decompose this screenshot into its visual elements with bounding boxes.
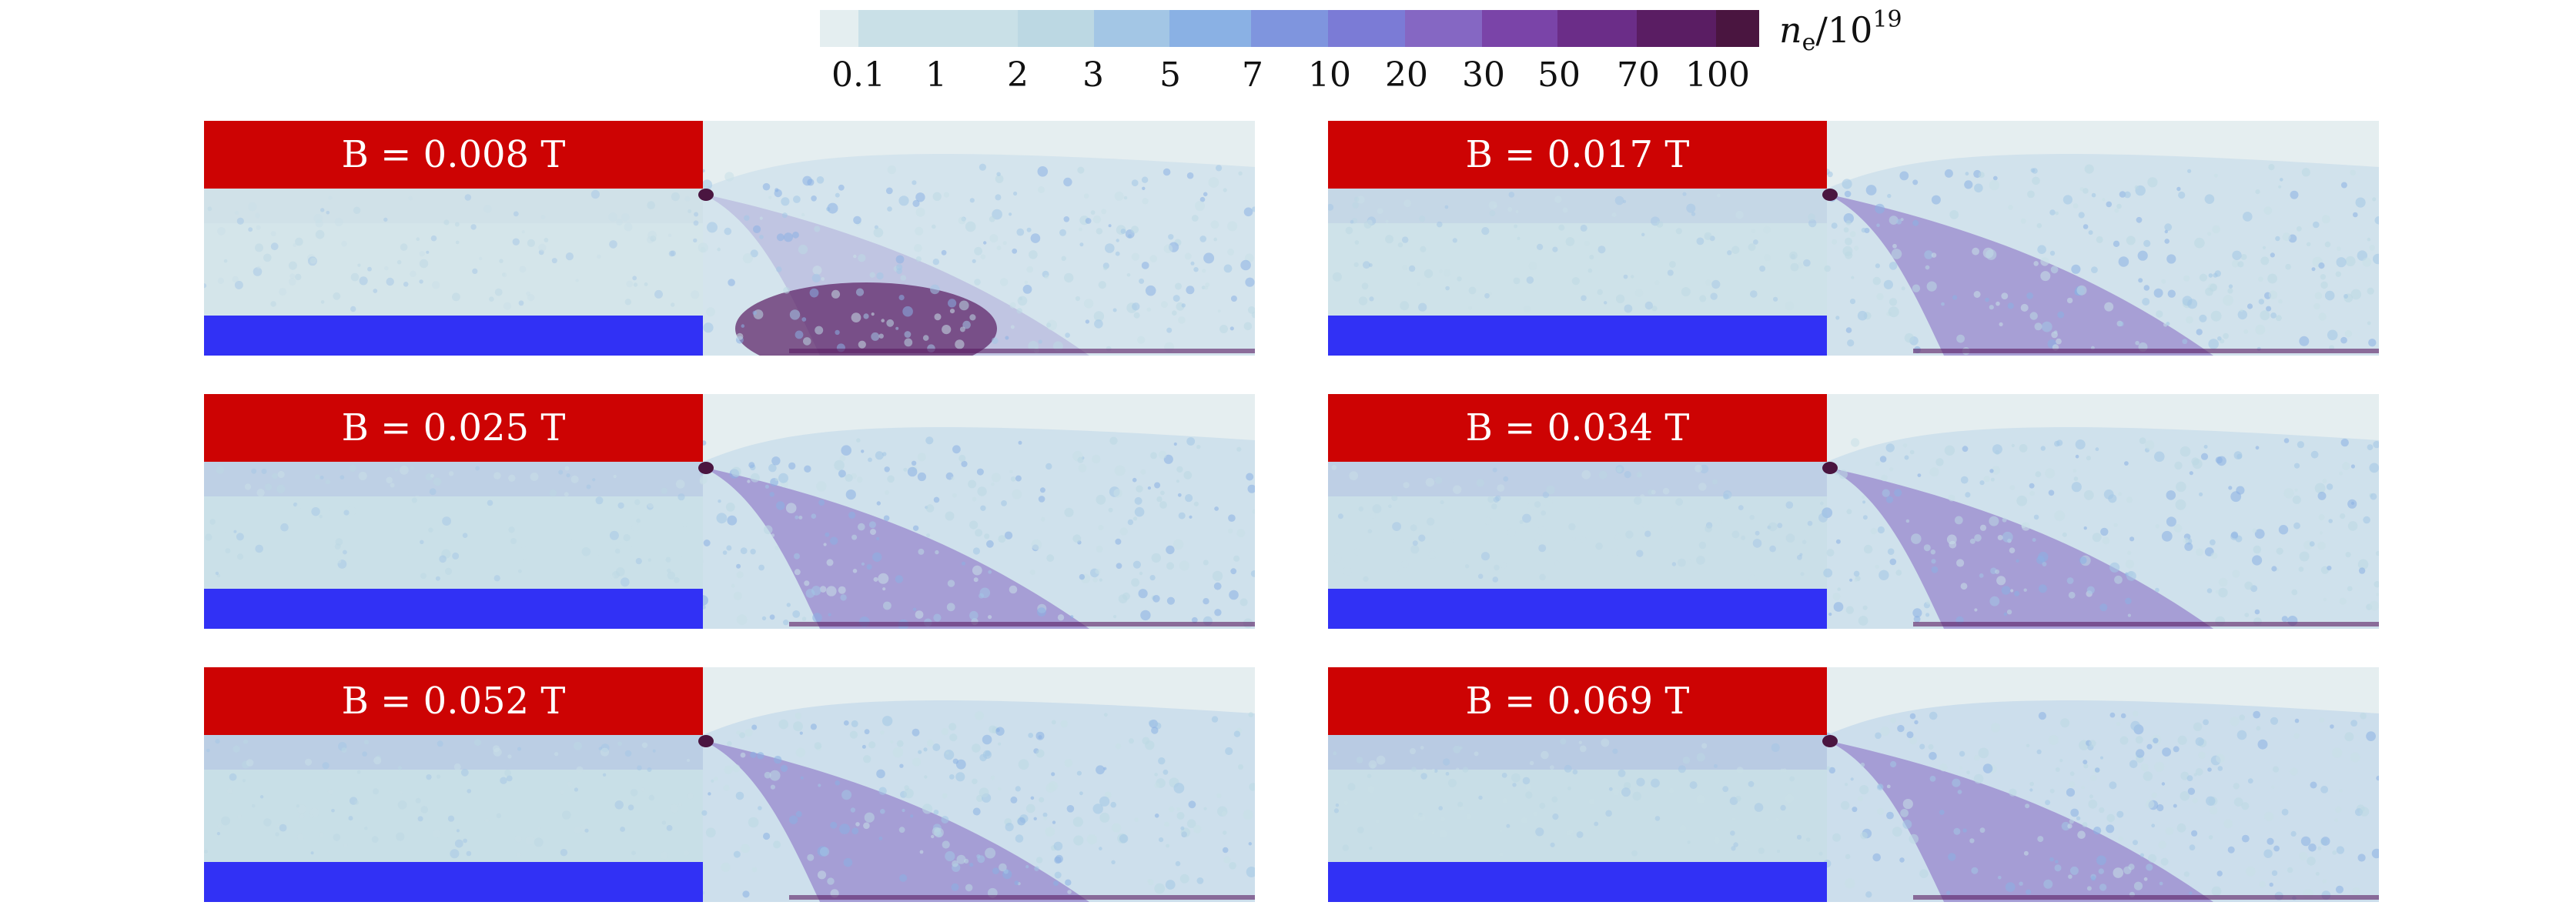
colorbar-cell <box>1637 10 1716 47</box>
top-electrode <box>204 667 703 735</box>
panel-label: B = 0.008 T <box>341 133 566 176</box>
top-electrode <box>204 394 703 462</box>
bottom-electrode <box>1328 589 1827 629</box>
colorbar-cell <box>1018 10 1094 47</box>
bottom-electrode <box>1328 862 1827 902</box>
colorbar-tick-label: 50 <box>1537 55 1581 95</box>
top-electrode <box>204 121 703 189</box>
density-panel-b0025: B = 0.025 T <box>204 394 1255 629</box>
density-plot <box>1328 700 2379 902</box>
colorbar-tick-label: 2 <box>1007 55 1029 95</box>
density-plot <box>204 154 1255 356</box>
colorbar-tick-label: 5 <box>1159 55 1181 95</box>
density-panel-b0034: B = 0.034 T <box>1328 394 2379 629</box>
density-plot <box>1328 427 2379 629</box>
colorbar-cell <box>1405 10 1482 47</box>
density-panel-b0017: B = 0.017 T <box>1328 121 2379 356</box>
density-panel-b0008: B = 0.008 T <box>204 121 1255 356</box>
bottom-electrode <box>1328 316 1827 356</box>
colorbar-tick-label: 10 <box>1308 55 1351 95</box>
colorbar-unit-label: ne/1019 <box>1779 6 1902 56</box>
panel-label: B = 0.025 T <box>341 406 566 449</box>
panel-label: B = 0.034 T <box>1465 406 1690 449</box>
panel-label: B = 0.052 T <box>341 680 566 723</box>
colorbar-tick-label: 0.1 <box>831 55 885 95</box>
colorbar-cell <box>820 10 858 47</box>
panel-label: B = 0.017 T <box>1465 133 1690 176</box>
top-electrode <box>1328 667 1827 735</box>
density-panel-b0052: B = 0.052 T <box>204 667 1255 902</box>
colorbar-cell <box>1251 10 1328 47</box>
panel-label: B = 0.069 T <box>1465 680 1690 723</box>
colorbar-cell <box>858 10 1018 47</box>
bottom-electrode <box>204 316 703 356</box>
colorbar-tick-label: 70 <box>1617 55 1660 95</box>
density-panel-b0069: B = 0.069 T <box>1328 667 2379 902</box>
colorbar-cell <box>1328 10 1405 47</box>
colorbar-cell <box>1482 10 1557 47</box>
colorbar-tick-label: 30 <box>1462 55 1505 95</box>
colorbar-cell <box>1557 10 1637 47</box>
top-electrode <box>1328 121 1827 189</box>
colorbar-tick-label: 20 <box>1385 55 1428 95</box>
colorbar-tick-label: 1 <box>925 55 947 95</box>
density-plot <box>204 427 1255 629</box>
density-plot <box>204 700 1255 902</box>
colorbar <box>820 10 1759 47</box>
colorbar-cell <box>1094 10 1169 47</box>
top-electrode <box>1328 394 1827 462</box>
colorbar-cell <box>1716 10 1759 47</box>
colorbar-tick-label: 3 <box>1082 55 1104 95</box>
bottom-electrode <box>204 589 703 629</box>
density-plot <box>1328 154 2379 356</box>
bottom-electrode <box>204 862 703 902</box>
colorbar-tick-label: 100 <box>1685 55 1750 95</box>
colorbar-tick-label: 7 <box>1242 55 1263 95</box>
colorbar-cell <box>1169 10 1251 47</box>
